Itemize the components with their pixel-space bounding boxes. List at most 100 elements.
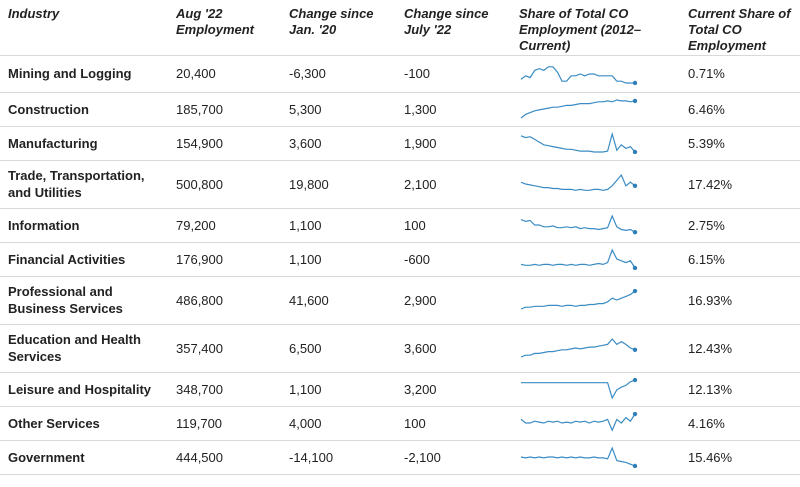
sparkline: [520, 65, 638, 85]
industry-cell: Leisure and Hospitality: [0, 371, 168, 406]
share-cell: 12.43%: [680, 323, 800, 372]
employment-cell: 79,200: [168, 207, 281, 242]
table-row: Government 444,500 -14,100 -2,100 15.46%: [0, 439, 800, 475]
change-jan20-cell: 4,000: [281, 405, 396, 440]
employment-cell: 185,700: [168, 91, 281, 126]
sparkline-cell: [511, 371, 680, 406]
sparkline-cell: [511, 159, 680, 208]
employment-cell: 444,500: [168, 439, 281, 475]
change-jul22-cell: -600: [396, 241, 511, 276]
change-jul22-cell: 100: [396, 405, 511, 440]
change-jan20-cell: 19,800: [281, 159, 396, 208]
employment-cell: 154,900: [168, 125, 281, 160]
change-jul22-cell: 1,900: [396, 125, 511, 160]
table-row: Manufacturing 154,900 3,600 1,900 5.39%: [0, 125, 800, 160]
sparkline-end-dot: [632, 98, 638, 104]
change-jan20-cell: 1,100: [281, 207, 396, 242]
header-share-trend: Share of Total CO Employment (2012–Curre…: [519, 6, 642, 53]
sparkline-end-dot: [632, 183, 638, 188]
table-row: Mining and Logging 20,400 -6,300 -100 0.71%: [0, 54, 800, 92]
sparkline-cell: [511, 405, 680, 440]
sparkline: [520, 132, 638, 154]
sparkline-end-dot: [632, 378, 638, 383]
share-cell: 2.75%: [680, 207, 800, 242]
header-current-share: Current Share of Total CO Employment: [688, 6, 791, 53]
industry-cell: Financial Activities: [0, 241, 168, 276]
share-cell: 6.46%: [680, 91, 800, 126]
change-jan20-cell: 1,100: [281, 371, 396, 406]
sparkline: [520, 338, 638, 358]
change-jan20-cell: -6,300: [281, 54, 396, 92]
industry-cell: Education and Health Services: [0, 323, 168, 372]
change-jul22-cell: 100: [396, 207, 511, 242]
industry-cell: Government: [0, 439, 168, 475]
sparkline: [520, 289, 638, 310]
sparkline-path: [521, 379, 636, 400]
sparkline-cell: [511, 439, 680, 475]
change-jan20-cell: 5,300: [281, 91, 396, 126]
change-jul22-cell: -2,100: [396, 439, 511, 475]
share-cell: 0.71%: [680, 54, 800, 92]
sparkline-end-dot: [632, 289, 638, 294]
change-jul22-cell: 3,600: [396, 323, 511, 372]
employment-cell: 486,800: [168, 275, 281, 324]
sparkline-end-dot: [632, 265, 638, 270]
change-jul22-cell: 3,200: [396, 371, 511, 406]
industry-cell: Information: [0, 207, 168, 242]
sparkline-cell: [511, 91, 680, 126]
sparkline: [520, 214, 638, 235]
change-jan20-cell: 41,600: [281, 275, 396, 324]
employment-cell: 357,400: [168, 323, 281, 372]
change-jul22-cell: 1,300: [396, 91, 511, 126]
sparkline-cell: [511, 241, 680, 276]
employment-cell: 500,800: [168, 159, 281, 208]
sparkline-cell: [511, 207, 680, 242]
industry-cell: Other Services: [0, 405, 168, 440]
header-aug22-employment: Aug '22 Employment: [176, 6, 255, 37]
sparkline-path: [520, 248, 636, 269]
sparkline-end-dot: [632, 80, 638, 85]
industry-cell: Mining and Logging: [0, 54, 168, 92]
share-cell: 12.13%: [680, 371, 800, 406]
sparkline-cell: [511, 275, 680, 324]
sparkline: [521, 378, 638, 400]
share-cell: 17.42%: [680, 159, 800, 208]
sparkline-path: [520, 338, 636, 358]
sparkline-cell: [511, 125, 680, 160]
sparkline: [520, 98, 638, 119]
table-row: Construction 185,700 5,300 1,300 6.46%: [0, 91, 800, 126]
change-jan20-cell: 1,100: [281, 241, 396, 276]
sparkline-path: [520, 132, 636, 153]
sparkline: [520, 248, 638, 270]
change-jan20-cell: -14,100: [281, 439, 396, 475]
sparkline-path: [520, 413, 636, 432]
sparkline: [520, 412, 638, 432]
sparkline-cell: [511, 54, 680, 92]
employment-cell: 20,400: [168, 54, 281, 92]
sparkline-path: [520, 65, 635, 84]
industry-cell: Manufacturing: [0, 125, 168, 160]
table-row: Leisure and Hospitality 348,700 1,100 3,200…: [0, 371, 800, 406]
header-industry: Industry: [8, 6, 60, 21]
sparkline-end-dot: [632, 230, 638, 235]
sparkline-cell: [511, 323, 680, 372]
table-row: Other Services 119,700 4,000 100 4.16%: [0, 405, 800, 440]
industry-cell: Professional and Business Services: [0, 275, 168, 324]
share-cell: 16.93%: [680, 275, 800, 324]
share-cell: 15.46%: [680, 439, 800, 475]
sparkline-end-dot: [632, 463, 638, 468]
sparkline-path: [520, 446, 636, 467]
table-row: Information 79,200 1,100 100 2.75%: [0, 207, 800, 242]
employment-table: Industry Aug '22 Employment Change since…: [0, 0, 800, 475]
sparkline: [520, 446, 638, 468]
change-jul22-cell: 2,900: [396, 275, 511, 324]
sparkline-end-dot: [632, 149, 638, 154]
industry-cell: Trade, Transportation, and Utilities: [0, 159, 168, 208]
table-row: Education and Health Services 357,400 6,50…: [0, 323, 800, 372]
share-cell: 5.39%: [680, 125, 800, 160]
change-jul22-cell: 2,100: [396, 159, 511, 208]
header-row: Industry Aug '22 Employment Change since…: [0, 0, 800, 55]
employment-cell: 119,700: [168, 405, 281, 440]
change-jan20-cell: 6,500: [281, 323, 396, 372]
header-change-jul22: Change since July '22: [404, 6, 489, 37]
